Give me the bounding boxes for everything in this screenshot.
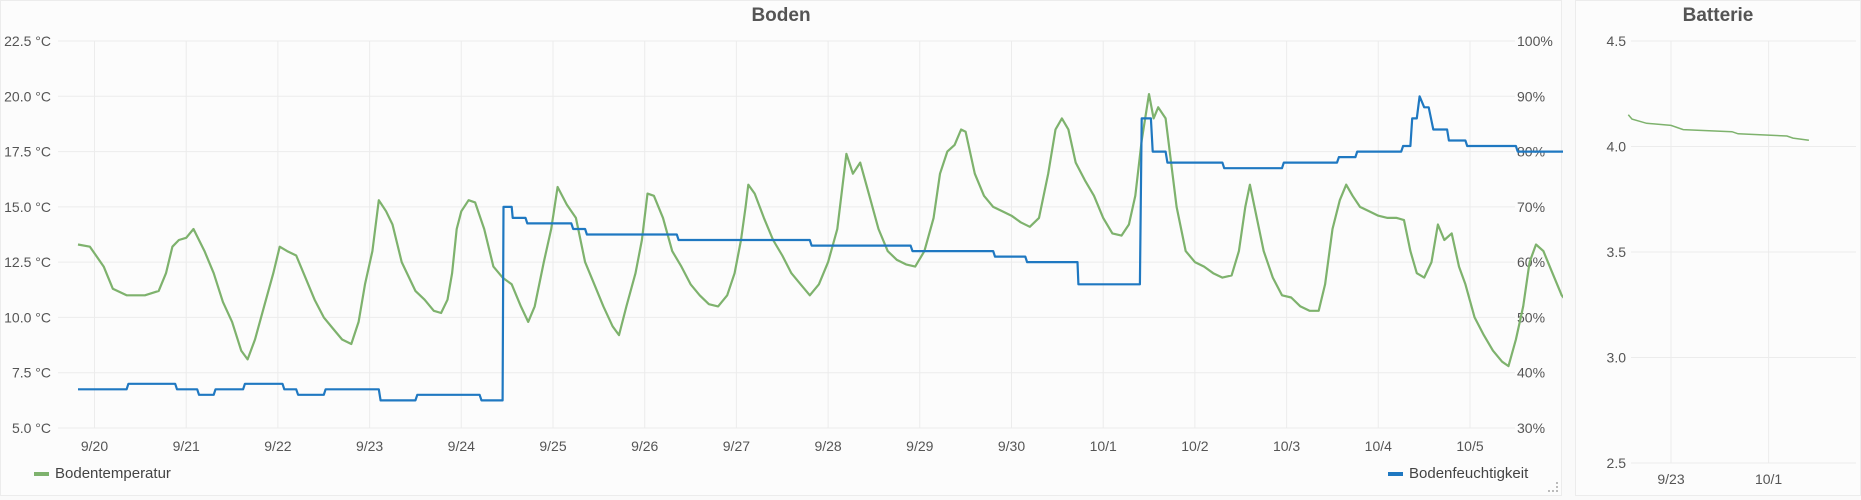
y-left-tick-label: 15.0 °C: [4, 199, 51, 215]
x-tick-label: 10/1: [1755, 471, 1782, 487]
x-tick-label: 9/21: [173, 438, 200, 454]
legend-moisture-swatch: [1388, 471, 1403, 476]
batterie-title: Batterie: [1682, 5, 1754, 26]
resize-handle-icon[interactable]: [1548, 482, 1558, 492]
boden-title: Boden: [751, 5, 811, 26]
x-tick-label: 10/5: [1456, 438, 1483, 454]
legend-moisture-label: Bodenfeuchtigkeit: [1409, 465, 1529, 482]
legend-moisture[interactable]: Bodenfeuchtigkeit: [1388, 465, 1528, 482]
y-right-tick-label: 50%: [1517, 309, 1545, 325]
legend-temperature-label: Bodentemperatur: [55, 465, 171, 482]
y-tick-label: 3.0: [1607, 350, 1627, 366]
batterie-chart[interactable]: 2.5 3.0 3.5 4.0 4.5 9/23 10/1: [1576, 1, 1861, 497]
series-line-batterie: [1627, 114, 1809, 141]
x-tick-label: 9/28: [814, 438, 841, 454]
x-tick-label: 9/25: [539, 438, 566, 454]
y-tick-label: 4.0: [1607, 139, 1627, 155]
x-tick-label: 9/23: [1657, 471, 1684, 487]
y-left-tick-label: 10.0 °C: [4, 309, 51, 325]
x-tick-label: 9/27: [723, 438, 750, 454]
x-tick-label: 9/22: [264, 438, 291, 454]
x-tick-label: 9/30: [998, 438, 1025, 454]
y-tick-label: 3.5: [1607, 244, 1627, 260]
y-left-tick-label: 12.5 °C: [4, 254, 51, 270]
boden-panel: Boden 5.0 °C 7.5 °C 10.0 °C 12.5 °C 15.0 °C 1…: [0, 0, 1563, 497]
batterie-panel: Batterie 2.5 3.0 3.5 4.0 4.5 9/23 10/1: [1575, 0, 1861, 496]
y-right-tick-label: 60%: [1517, 254, 1545, 270]
y-right-tick-label: 90%: [1517, 88, 1545, 104]
y-left-tick-label: 17.5 °C: [4, 144, 51, 160]
legend-temperature-swatch: [34, 471, 49, 476]
x-tick-label: 9/23: [356, 438, 383, 454]
y-left-tick-label: 7.5 °C: [12, 365, 51, 381]
series-line-bodentemperatur: [77, 93, 1563, 368]
x-tick-label: 10/1: [1090, 438, 1117, 454]
x-tick-label: 10/4: [1365, 438, 1392, 454]
x-tick-label: 10/3: [1273, 438, 1300, 454]
y-left-tick-label: 22.5 °C: [4, 33, 51, 49]
x-tick-label: 9/26: [631, 438, 658, 454]
y-right-tick-label: 30%: [1517, 420, 1545, 436]
x-tick-label: 10/2: [1181, 438, 1208, 454]
x-tick-label: 9/20: [81, 438, 108, 454]
y-left-tick-label: 5.0 °C: [12, 420, 51, 436]
y-tick-label: 2.5: [1607, 455, 1627, 471]
legend-temperature[interactable]: Bodentemperatur: [34, 465, 171, 482]
series-line-bodenfeuchtigkeit: [78, 95, 1563, 402]
x-tick-label: 9/29: [906, 438, 933, 454]
y-left-tick-label: 20.0 °C: [4, 88, 51, 104]
boden-chart[interactable]: 5.0 °C 7.5 °C 10.0 °C 12.5 °C 15.0 °C 17.5 °C…: [1, 1, 1563, 497]
x-tick-label: 9/24: [448, 438, 475, 454]
y-right-tick-label: 100%: [1517, 33, 1553, 49]
y-tick-label: 4.5: [1607, 33, 1627, 49]
y-right-tick-label: 70%: [1517, 199, 1545, 215]
y-right-tick-label: 40%: [1517, 365, 1545, 381]
